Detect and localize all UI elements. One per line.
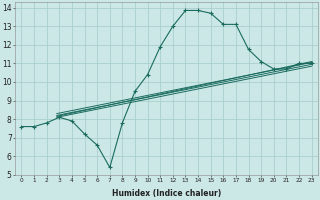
X-axis label: Humidex (Indice chaleur): Humidex (Indice chaleur) [112,189,221,198]
